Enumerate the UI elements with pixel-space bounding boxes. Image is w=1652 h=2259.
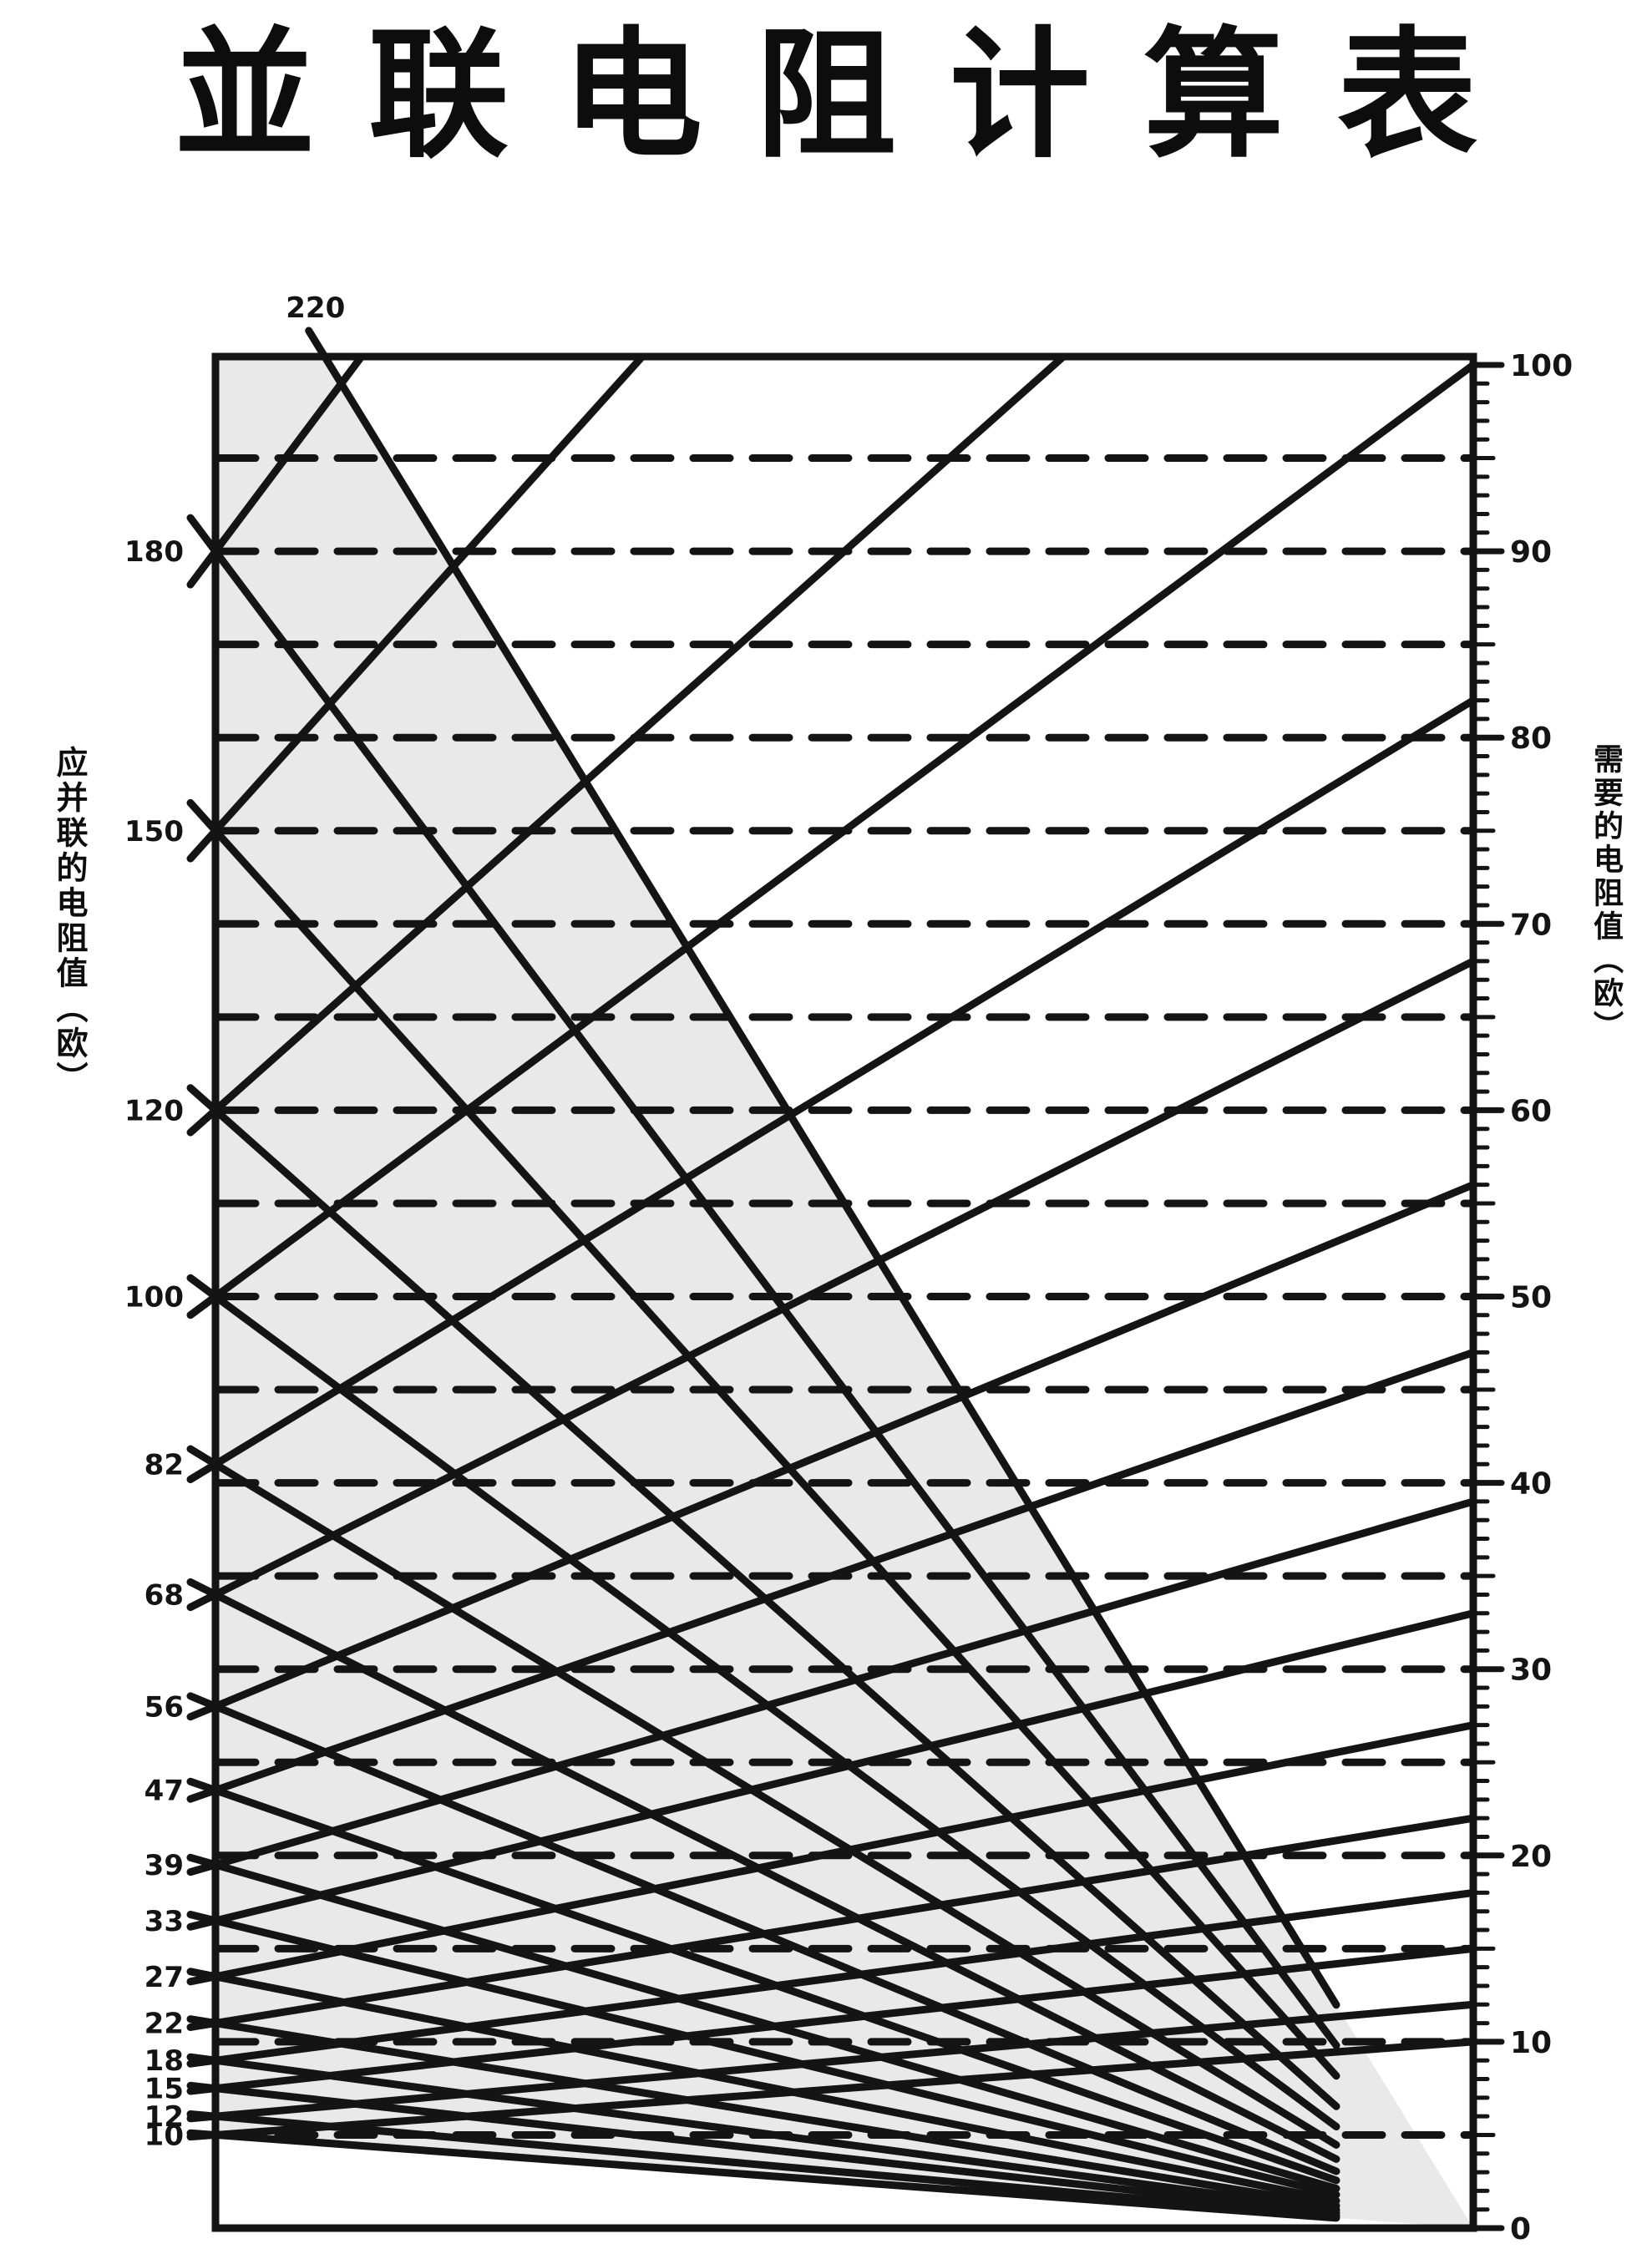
ascending-line-100 [186, 361, 1477, 1319]
ascending-line-39 [186, 1497, 1477, 1877]
descending-line-18 [186, 2053, 1340, 2214]
ascending-line-12 [186, 2000, 1477, 2123]
left-tick-label-27: 27 [144, 1961, 184, 1994]
left-tick-label-120: 120 [124, 1094, 184, 1127]
left-tick-label-33: 33 [144, 1905, 184, 1938]
descending-line-12 [186, 2110, 1340, 2220]
descending-line-82 [186, 1445, 1340, 2149]
descending-line-27 [186, 1968, 1340, 2205]
ascending-line-15 [186, 1944, 1477, 2095]
left-tick-label-39: 39 [144, 1849, 184, 1882]
ascending-line-120 [186, 352, 1067, 1137]
left-tick-label-82: 82 [144, 1448, 184, 1482]
left-tick-label-68: 68 [144, 1578, 184, 1612]
left-tick-label-15: 15 [144, 2073, 184, 2106]
left-tick-label-12: 12 [144, 2100, 184, 2134]
right-tick-label-70: 70 [1510, 908, 1552, 942]
descending-line-120 [186, 1084, 1340, 2110]
plot-frame [211, 352, 1477, 2232]
descending-line-22 [186, 2015, 1340, 2210]
descending-line-10 [186, 2129, 1340, 2222]
right-tick-label-40: 40 [1510, 1467, 1552, 1502]
left-tick-label-150: 150 [124, 815, 184, 848]
ascending-line-82 [186, 696, 1477, 1484]
ascending-line-68 [186, 957, 1477, 1612]
descending-line-33 [186, 1911, 1340, 2199]
page-title: 並联电阻计算表 [175, 13, 1531, 177]
descending-line-47 [186, 1777, 1340, 2185]
right-tick-label-80: 80 [1510, 722, 1552, 756]
ascending-line-27 [186, 1721, 1477, 1986]
left-tick-label-100: 100 [124, 1281, 184, 1314]
right-tick-label-0: 0 [1510, 2212, 1531, 2246]
descending-line-39 [186, 1853, 1340, 2193]
left-tick-label-180: 180 [124, 535, 184, 569]
right-tick-label-30: 30 [1510, 1654, 1552, 1688]
left-tick-label-47: 47 [144, 1775, 184, 1808]
left-tick-label-10: 10 [144, 2119, 184, 2152]
ascending-line-22 [186, 1814, 1477, 2031]
right-tick-label-50: 50 [1510, 1281, 1552, 1315]
left-tick-label-220: 220 [286, 291, 345, 325]
ascending-line-33 [186, 1609, 1477, 1931]
ascending-line-56 [186, 1181, 1477, 1721]
descending-line-180 [186, 514, 1340, 2049]
right-tick-label-100: 100 [1510, 349, 1573, 383]
left-tick-label-22: 22 [144, 2008, 184, 2041]
descending-line-150 [186, 798, 1340, 2080]
descending-line-220 [305, 327, 1340, 2009]
descending-line-15 [186, 2081, 1340, 2217]
ascending-line-47 [186, 1348, 1477, 1803]
right-tick-label-90: 90 [1510, 535, 1552, 570]
descending-line-56 [186, 1692, 1340, 2175]
ascending-line-18 [186, 1888, 1477, 2068]
right-tick-label-60: 60 [1510, 1094, 1552, 1128]
right-tick-label-10: 10 [1510, 2026, 1552, 2060]
descending-line-68 [186, 1578, 1340, 2163]
ascending-line-150 [186, 352, 646, 863]
right-axis-title: 需要的电阻值（欧） [1589, 743, 1623, 1044]
descending-line-100 [186, 1274, 1340, 2131]
ascending-line-10 [186, 2038, 1477, 2141]
left-axis-title: 应并联的电阻值（欧） [51, 746, 88, 1097]
left-tick-label-18: 18 [144, 2044, 184, 2078]
left-tick-label-56: 56 [144, 1690, 184, 1724]
right-tick-label-20: 20 [1510, 1840, 1552, 1874]
